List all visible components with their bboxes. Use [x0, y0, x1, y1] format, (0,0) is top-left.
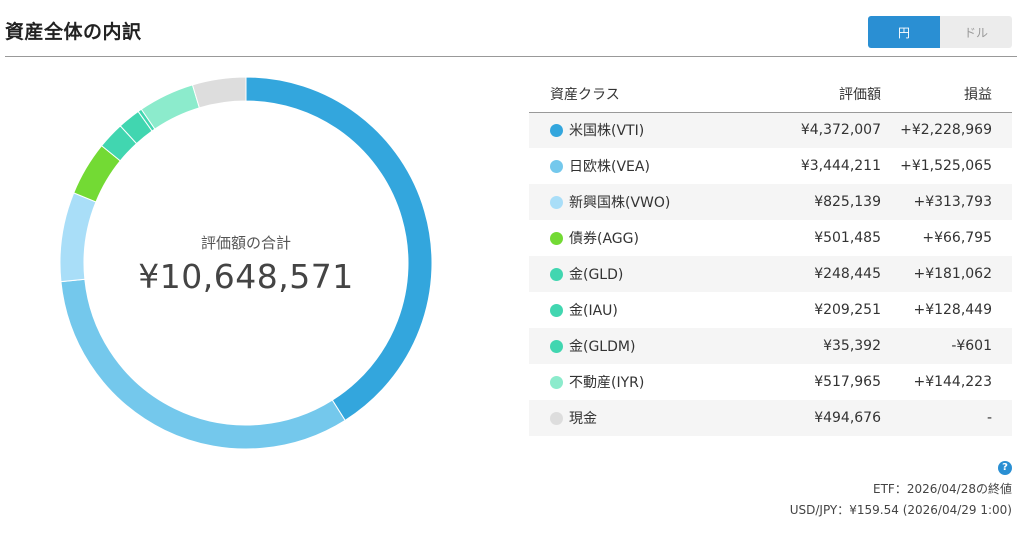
asset-class-name: 金(IAU): [569, 303, 618, 319]
donut-total-value: ¥10,648,571: [138, 257, 354, 296]
donut-svg: [60, 77, 432, 449]
asset-class-cell: 日欧株(VEA): [529, 148, 751, 184]
table-header-row: 資産クラス 評価額 損益: [529, 76, 1012, 113]
header-profit-loss: 損益: [881, 76, 1012, 113]
legend-dot-icon: [550, 124, 563, 138]
asset-profit-loss-cell: +¥128,449: [881, 292, 1012, 328]
donut-slice: [191, 77, 247, 109]
asset-value-cell: ¥825,139: [751, 184, 881, 220]
asset-rows: 米国株(VTI) ¥4,372,007 +¥2,228,969 日欧株(VEA) ¥3,…: [529, 112, 1012, 436]
etf-price-note: ETF：2026/04/28の終値: [873, 482, 1012, 496]
asset-class-cell: 金(IAU): [529, 292, 751, 328]
asset-profit-loss-cell: +¥66,795: [881, 220, 1012, 256]
table-row: 金(GLD) ¥248,445 +¥181,062: [529, 256, 1012, 292]
asset-value-cell: ¥209,251: [751, 292, 881, 328]
asset-class-name: 現金: [569, 411, 597, 427]
donut-total-label: 評価額の合計: [200, 234, 291, 252]
legend-dot-icon: [550, 304, 563, 317]
asset-breakdown-table: 資産クラス 評価額 損益 米国株(VTI) ¥4,372,007 +¥2,228,9…: [529, 76, 1012, 436]
asset-class-name: 債券(AGG): [569, 231, 639, 247]
asset-class-name: 日欧株(VEA): [569, 159, 650, 175]
table-row: 債券(AGG) ¥501,485 +¥66,795: [529, 220, 1012, 256]
currency-usd-button[interactable]: ドル: [940, 16, 1012, 48]
asset-class-cell: 債券(AGG): [529, 220, 751, 256]
asset-profit-loss-cell: +¥1,525,065: [881, 148, 1012, 184]
asset-class-cell: 金(GLD): [529, 256, 751, 292]
table-row: 不動産(IYR) ¥517,965 +¥144,223: [529, 364, 1012, 400]
asset-value-cell: ¥494,676: [751, 400, 881, 436]
asset-value-cell: ¥3,444,211: [751, 148, 881, 184]
page-header: 資産全体の内訳 円 ドル: [0, 0, 1024, 58]
asset-class-cell: 現金: [529, 400, 751, 436]
table-row: 新興国株(VWO) ¥825,139 +¥313,793: [529, 184, 1012, 220]
asset-profit-loss-cell: +¥181,062: [881, 256, 1012, 292]
asset-value-cell: ¥248,445: [751, 256, 881, 292]
table-row: 金(GLDM) ¥35,392 -¥601: [529, 328, 1012, 364]
donut-center: 評価額の合計 ¥10,648,571: [60, 77, 432, 449]
asset-class-cell: 不動産(IYR): [529, 364, 751, 400]
asset-class-name: 金(GLD): [569, 267, 624, 283]
question-circle-icon[interactable]: ?: [998, 461, 1012, 475]
table-row: 現金 ¥494,676-: [529, 400, 1012, 436]
allocation-donut-chart: 評価額の合計 ¥10,648,571: [60, 77, 432, 449]
asset-value-cell: ¥4,372,007: [751, 112, 881, 148]
legend-dot-icon: [550, 196, 563, 209]
legend-dot-icon: [550, 376, 563, 389]
legend-dot-icon: [550, 160, 563, 173]
header-divider: [5, 56, 1017, 57]
table-row: 金(IAU) ¥209,251 +¥128,449: [529, 292, 1012, 328]
asset-value-cell: ¥35,392: [751, 328, 881, 364]
asset-class-cell: 米国株(VTI): [529, 112, 751, 148]
legend-dot-icon: [550, 232, 563, 245]
asset-value-cell: ¥501,485: [751, 220, 881, 256]
legend-dot-icon: [550, 268, 563, 281]
table-row: 日欧株(VEA) ¥3,444,211 +¥1,525,065: [529, 148, 1012, 184]
table-row: 米国株(VTI) ¥4,372,007 +¥2,228,969: [529, 112, 1012, 148]
asset-class-name: 不動産(IYR): [569, 375, 645, 391]
asset-profit-loss-cell: +¥144,223: [881, 364, 1012, 400]
asset-profit-loss-cell: -: [881, 400, 1012, 436]
asset-value-cell: ¥517,965: [751, 364, 881, 400]
page-title: 資産全体の内訳: [5, 21, 142, 43]
legend-dot-icon: [550, 412, 563, 425]
asset-profit-loss-cell: +¥313,793: [881, 184, 1012, 220]
asset-class-cell: 金(GLDM): [529, 328, 751, 364]
header-value: 評価額: [751, 76, 881, 113]
asset-profit-loss-cell: -¥601: [881, 328, 1012, 364]
asset-profit-loss-cell: +¥2,228,969: [881, 112, 1012, 148]
currency-yen-button[interactable]: 円: [868, 16, 940, 48]
header-asset-class: 資産クラス: [529, 76, 751, 113]
currency-toggle[interactable]: 円 ドル: [868, 16, 1012, 48]
asset-class-name: 米国株(VTI): [569, 123, 645, 140]
asset-class-name: 新興国株(VWO): [569, 195, 671, 211]
asset-class-name: 金(GLDM): [569, 339, 636, 355]
fx-rate-note: USD/JPY：¥159.54 (2026/04/29 1:00): [789, 503, 1012, 517]
asset-class-cell: 新興国株(VWO): [529, 184, 751, 220]
legend-dot-icon: [550, 340, 563, 353]
